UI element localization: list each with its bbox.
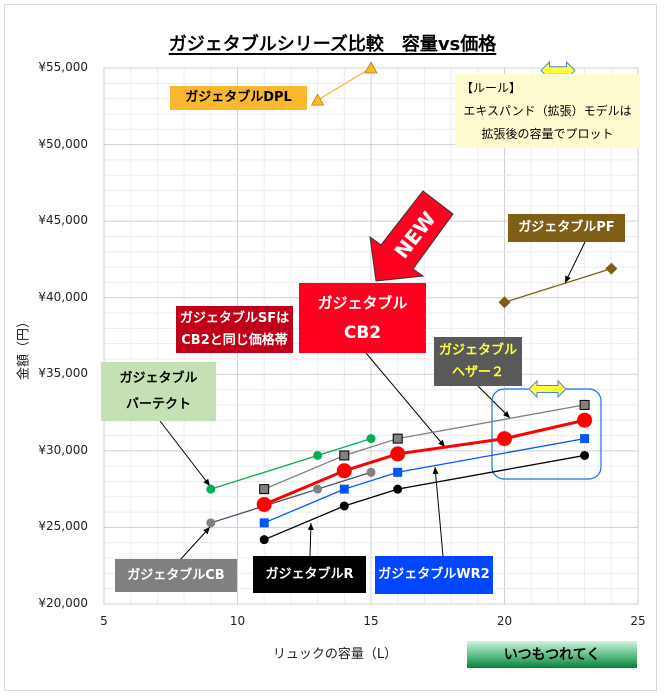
data-point <box>313 450 323 460</box>
data-point <box>206 518 216 528</box>
label-heather-line-2: ヘザー２ <box>451 364 504 380</box>
series-line <box>263 454 585 541</box>
label-cb: ガジェタブルCB <box>115 559 237 592</box>
series-line <box>263 437 585 524</box>
data-point <box>313 484 323 494</box>
new-arrow-icon <box>369 190 454 282</box>
y-tick-label: ¥55,000 <box>38 60 88 74</box>
data-point <box>577 412 593 428</box>
data-point <box>206 484 216 494</box>
data-point <box>390 446 406 462</box>
label-sf: ガジェタブルSFは CB2と同じ価格帯 <box>176 306 293 353</box>
chart-title: ガジェタブルシリーズ比較 容量vs価格 <box>0 30 665 56</box>
rule-title: 【ルール】 <box>461 80 522 95</box>
data-point <box>310 93 325 106</box>
data-point <box>605 262 618 275</box>
data-point <box>580 450 590 460</box>
data-point <box>259 535 269 545</box>
rule-line-2: 拡張後の容量でプロット <box>481 126 614 141</box>
double-arrow-icon <box>528 379 567 399</box>
data-point <box>392 433 403 444</box>
y-tick-label: ¥25,000 <box>38 519 88 534</box>
x-tick-label: 5 <box>100 614 108 628</box>
callout-arrow <box>477 385 511 419</box>
label-cb2: ガジェタブル CB2 <box>299 283 426 353</box>
label-pf: ガジェタブルPF <box>508 214 625 242</box>
y-tick-label: ¥20,000 <box>38 596 88 610</box>
data-point <box>339 450 350 461</box>
series-line <box>317 67 372 101</box>
series-line <box>263 404 585 490</box>
data-point <box>256 496 272 512</box>
label-wr2: ガジェタブルWR2 <box>375 556 493 594</box>
label-r: ガジェタブルR <box>253 556 366 593</box>
x-tick-label: 10 <box>229 614 246 628</box>
callout-arrow <box>365 352 446 448</box>
y-tick-label: ¥50,000 <box>38 136 88 151</box>
data-point <box>259 484 270 495</box>
brand-banner: いつもつれてく <box>467 641 637 668</box>
label-sf-line-2: CB2と同じ価格帯 <box>181 332 288 348</box>
y-tick-label: ¥30,000 <box>38 442 88 457</box>
label-heather-line-1: ガジェタブル <box>438 342 517 358</box>
callout-arrow <box>564 241 586 284</box>
y-tick-label: ¥45,000 <box>38 213 88 228</box>
chart-title-text: ガジェタブルシリーズ比較 容量vs価格 <box>168 34 497 55</box>
data-point <box>497 431 512 447</box>
y-tick-label: ¥35,000 <box>38 366 88 381</box>
data-point <box>393 467 403 477</box>
x-axis-label: リュックの容量（L） <box>272 647 398 662</box>
data-point <box>580 434 590 444</box>
callout-arrow <box>307 522 314 557</box>
rule-line-1: エキスパンド（拡張）モデルは <box>463 103 632 118</box>
series-line <box>504 267 612 303</box>
label-vertect: ガジェタブル バーテクト <box>101 362 216 421</box>
data-point <box>393 484 403 494</box>
label-heather: ガジェタブル ヘザー２ <box>434 337 522 386</box>
callout-arrow <box>179 526 211 561</box>
chart-frame <box>4 4 657 691</box>
data-point <box>364 61 378 74</box>
x-tick-label: 15 <box>363 614 379 628</box>
rule-note: 【ルール】 エキスパンド（拡張）モデルは 拡張後の容量でプロット <box>455 74 640 148</box>
data-point <box>259 518 269 528</box>
x-tick-label: 20 <box>496 614 513 628</box>
data-point <box>339 501 349 511</box>
label-cb2-line-2: CB2 <box>343 323 382 343</box>
x-tick-label: 25 <box>630 614 646 628</box>
label-dpl: ガジェタブルDPL <box>170 86 307 110</box>
y-tick-label: ¥40,000 <box>38 289 88 304</box>
data-point <box>336 463 352 479</box>
label-vertect-line-2: バーテクト <box>125 396 191 412</box>
label-cb2-line-1: ガジェタブル <box>317 294 408 312</box>
label-vertect-line-1: ガジェタブル <box>119 370 198 386</box>
data-point <box>366 467 376 477</box>
data-point <box>339 484 349 494</box>
callout-arrow <box>159 420 211 487</box>
y-axis-label: 金額（円） <box>16 314 32 380</box>
data-point <box>366 434 376 444</box>
data-point <box>579 399 590 410</box>
label-sf-line-1: ガジェタブルSFは <box>179 310 290 326</box>
data-point <box>498 296 511 309</box>
